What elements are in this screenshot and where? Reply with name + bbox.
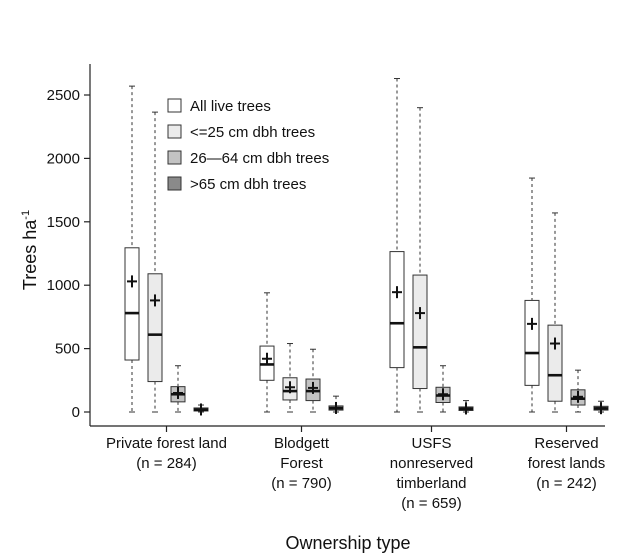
category-label: Private forest land (n = 284) — [106, 435, 227, 472]
box-1-group-3 — [389, 78, 405, 413]
y-axis-title-main: Trees ha — [20, 219, 40, 290]
legend-label: >65 cm dbh trees — [190, 176, 306, 193]
iqr-box — [524, 299, 540, 386]
y-tick-label: 1000 — [47, 277, 80, 294]
box-2-group-2 — [282, 343, 298, 413]
y-tick-label: 2500 — [47, 87, 80, 104]
category-label-line: timberland — [396, 475, 466, 492]
box-3-group-2 — [305, 348, 321, 413]
iqr-box — [124, 247, 140, 361]
box-3-group-1 — [170, 365, 186, 413]
box-4-group-4 — [593, 400, 609, 415]
legend-label: <=25 cm dbh trees — [190, 124, 315, 141]
boxes — [124, 78, 609, 416]
y-tick-label: 2000 — [47, 150, 80, 167]
category-label-line: USFS — [411, 435, 451, 452]
iqr-box — [412, 274, 428, 390]
box-4-group-2 — [328, 395, 344, 414]
iqr-box — [389, 251, 405, 369]
legend-swatch — [167, 176, 182, 191]
x-axis-title: Ownership type — [285, 533, 410, 553]
y-tick-label: 0 — [72, 404, 80, 421]
category-label-line: (n = 790) — [271, 475, 331, 492]
axes: 0 500 1000 1500 2000 2500 Private forest land (… — [47, 64, 606, 512]
category-label-line: nonreserved — [390, 455, 473, 472]
legend-swatch — [167, 124, 182, 139]
box-3-group-4 — [570, 369, 586, 413]
box-2-group-4 — [547, 212, 563, 413]
box-4-group-3 — [458, 400, 474, 415]
y-tick-label: 1500 — [47, 214, 80, 231]
category-label-line: Private forest land — [106, 435, 227, 452]
category-label-line: (n = 659) — [401, 495, 461, 512]
legend-swatch — [167, 150, 182, 165]
box-3-group-3 — [435, 365, 451, 413]
iqr-box — [547, 324, 563, 402]
category-label: Blodgett Forest (n = 790) — [271, 435, 331, 492]
category-label-line: forest lands — [528, 455, 606, 472]
legend-swatch — [167, 98, 182, 113]
category-label-line: (n = 284) — [136, 455, 196, 472]
box-2-group-1 — [147, 111, 163, 413]
y-axis-title-superscript: -1 — [20, 210, 32, 220]
box-1-group-2 — [259, 292, 275, 413]
category-label-line: Forest — [280, 455, 323, 472]
box-2-group-3 — [412, 107, 428, 413]
y-tick-label: 500 — [55, 341, 80, 358]
iqr-box — [147, 273, 163, 383]
legend: All live trees <=25 cm dbh trees 26—64 cm … — [167, 98, 329, 193]
legend-label: 26—64 cm dbh trees — [190, 150, 329, 167]
category-label: USFS nonreserved timberland (n = 659) — [390, 435, 473, 512]
category-label-line: (n = 242) — [536, 475, 596, 492]
category-label: Reserved forest lands (n = 242) — [528, 435, 606, 492]
box-4-group-1 — [193, 403, 209, 416]
category-label-line: Reserved — [534, 435, 598, 452]
legend-label: All live trees — [190, 98, 271, 115]
box-1-group-1 — [124, 85, 140, 413]
box-1-group-4 — [524, 177, 540, 413]
category-label-line: Blodgett — [274, 435, 330, 452]
y-axis-title: Trees ha-1 — [20, 210, 40, 290]
